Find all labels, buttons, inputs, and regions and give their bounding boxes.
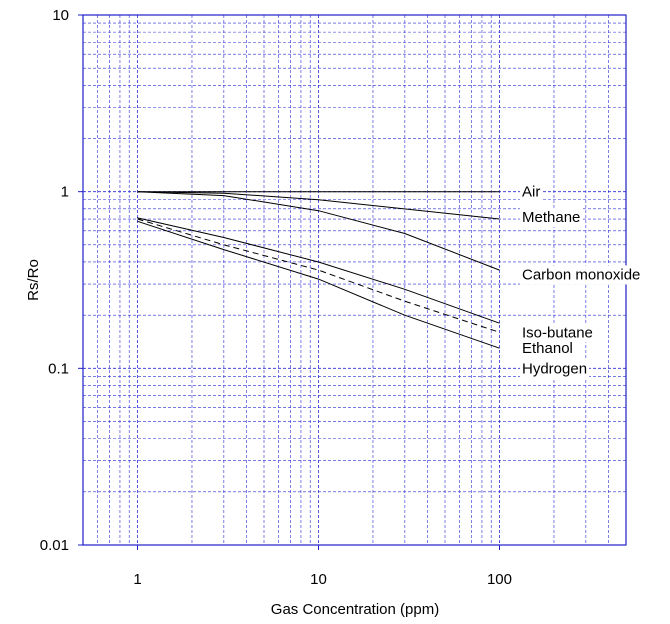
series-label-methane: Methane (522, 209, 580, 226)
tick-labels: 1 10 100 0.01 0.1 1 10 (40, 7, 512, 588)
y-tick-label: 0.1 (48, 360, 69, 377)
series-label-carbon-monoxide: Carbon monoxide (522, 266, 640, 283)
series-label-background (520, 359, 590, 379)
series-line-hydrogen (137, 220, 500, 349)
series-label-background (520, 265, 643, 285)
series-lines (137, 191, 500, 349)
series-labels: Air Methane Carbon monoxide Iso-butaneEthan… (520, 182, 643, 379)
series-line-carbon-monoxide (137, 191, 500, 271)
series-label-hydrogen: Hydrogen (522, 360, 587, 377)
y-axis-label: Rs/Ro (25, 259, 42, 301)
x-tick-label: 10 (310, 571, 327, 588)
series-label-background (520, 182, 543, 202)
series-label-background (520, 323, 595, 343)
series-label-background (520, 207, 583, 227)
series-line-iso-butane (137, 217, 500, 324)
y-tick-label: 1 (61, 184, 69, 201)
series-label-air: Air (522, 184, 540, 201)
series-label-ethanol: Ethanol (522, 340, 573, 357)
y-tick-label: 0.01 (40, 537, 69, 554)
series-line-ethanol (137, 218, 500, 333)
x-tick-label: 1 (133, 571, 141, 588)
y-tick-label: 10 (52, 7, 69, 24)
series-label-iso-butane: Iso-butane (522, 324, 593, 341)
x-tick-label: 100 (487, 571, 512, 588)
grid (83, 15, 626, 545)
x-axis-label: Gas Concentration (ppm) (271, 601, 439, 618)
series-label-background (520, 339, 575, 359)
series-line-methane (137, 191, 500, 220)
